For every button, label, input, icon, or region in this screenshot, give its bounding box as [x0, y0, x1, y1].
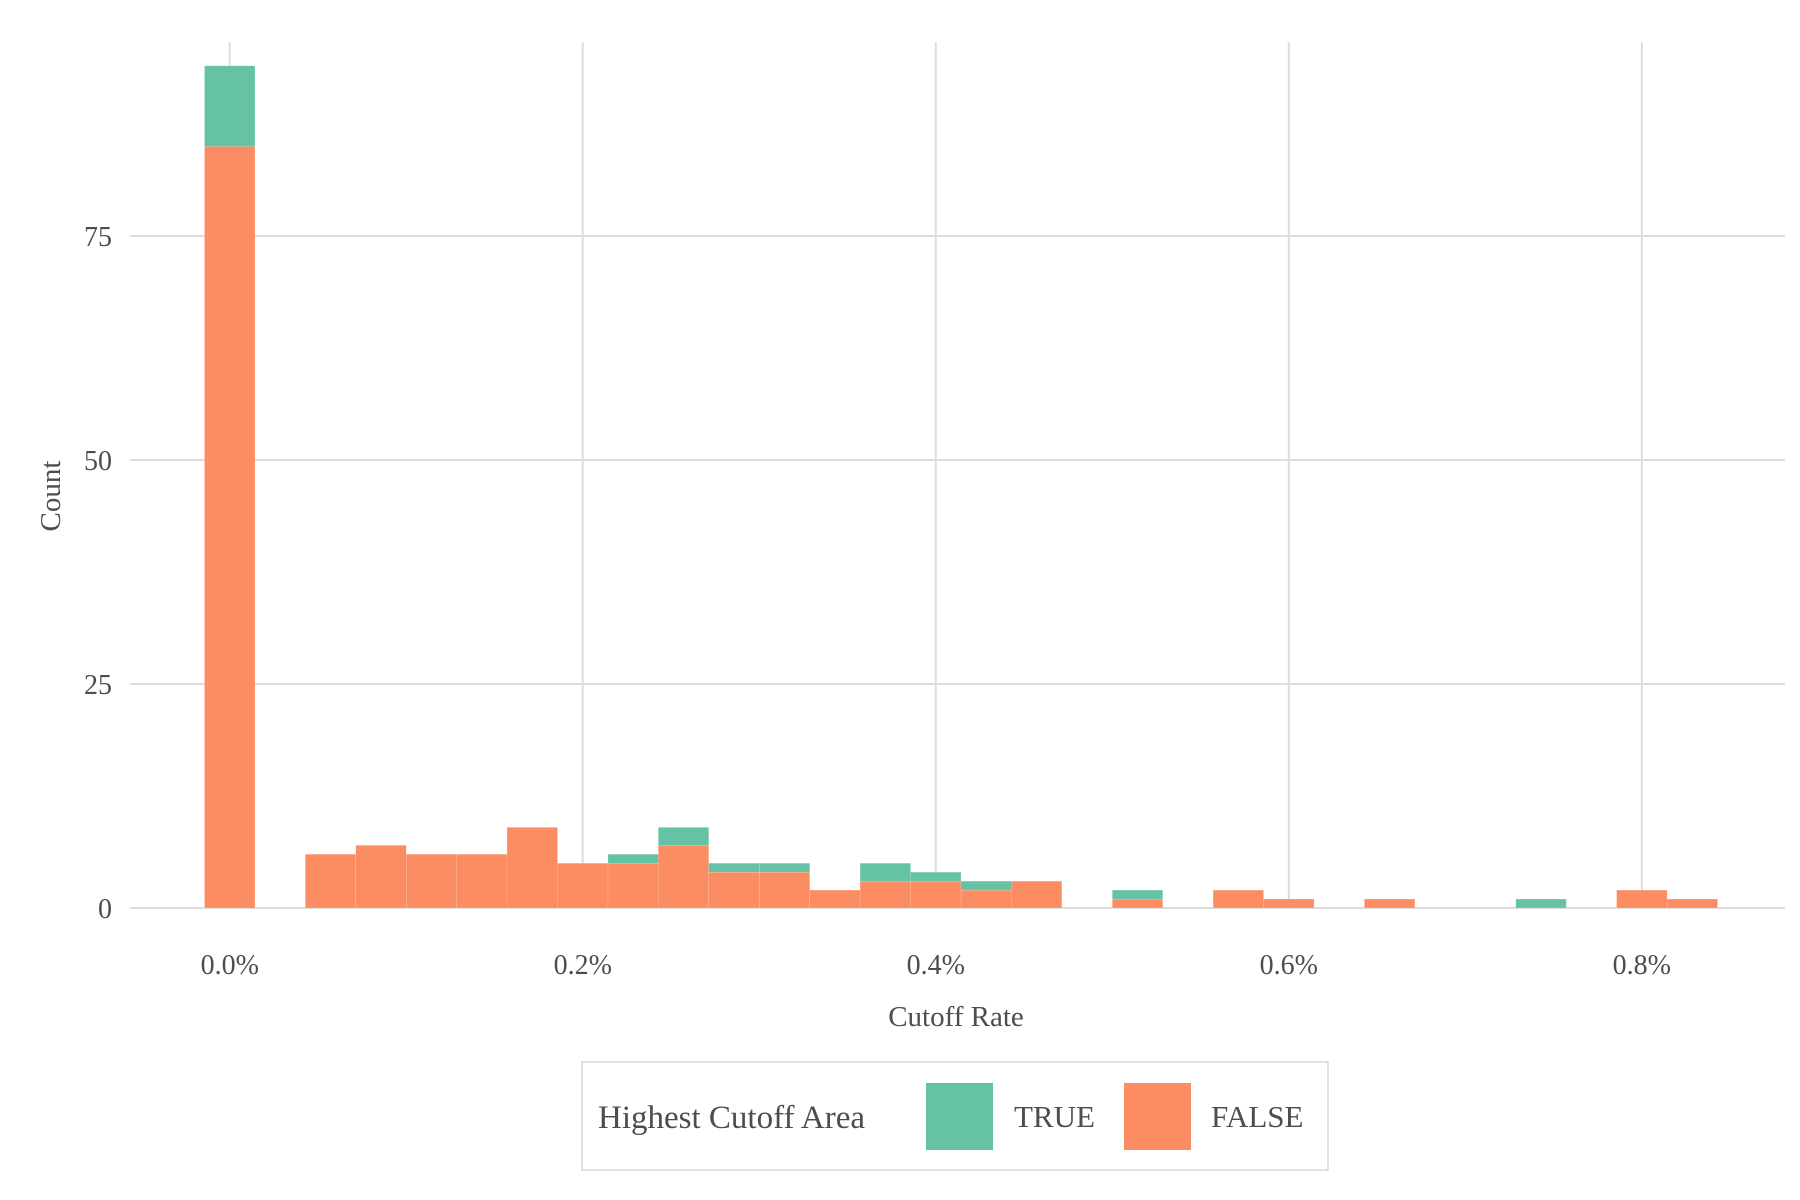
legend-label-true: TRUE: [1014, 1099, 1095, 1134]
bar-true: [759, 863, 810, 873]
bar-true: [1112, 889, 1163, 900]
bar-false: [456, 854, 508, 909]
bar-false: [406, 854, 457, 909]
x-tick-label: 0.4%: [907, 950, 965, 981]
bar-true: [859, 863, 911, 882]
y-axis-title: Count: [35, 461, 67, 532]
bar-true: [607, 854, 659, 864]
y-tick-label: 25: [84, 670, 112, 701]
bar-false: [859, 880, 911, 909]
legend-title: Highest Cutoff Area: [598, 1100, 865, 1136]
y-tick-label: 75: [84, 222, 112, 253]
bar-false: [809, 889, 861, 909]
histogram-bars: [204, 65, 1718, 909]
bar-false: [910, 880, 962, 909]
bar-false: [1364, 898, 1416, 909]
bar-false: [204, 146, 256, 909]
legend-label-false: FALSE: [1211, 1099, 1303, 1134]
bar-true: [658, 827, 709, 846]
bar-false: [1112, 898, 1163, 909]
bar-false: [557, 863, 609, 909]
bar-false: [708, 871, 760, 909]
bar-true: [910, 871, 962, 882]
x-tick-label: 0.0%: [201, 950, 259, 981]
y-tick-label: 50: [84, 446, 112, 477]
x-tick-label: 0.8%: [1613, 950, 1671, 981]
bar-false: [658, 845, 709, 909]
bar-false: [355, 845, 407, 909]
x-tick-label: 0.6%: [1260, 950, 1318, 981]
legend-swatch-false: [1124, 1083, 1191, 1150]
bar-false: [759, 871, 810, 909]
x-axis-title: Cutoff Rate: [888, 1001, 1024, 1033]
bar-true: [708, 863, 760, 873]
bar-false: [960, 889, 1012, 909]
bar-false: [1011, 880, 1063, 909]
bar-false: [1666, 898, 1718, 909]
bar-false: [1263, 898, 1315, 909]
legend: Highest Cutoff Area TRUE FALSE: [581, 1061, 1329, 1171]
bar-false: [1212, 889, 1264, 909]
x-tick-label: 0.2%: [554, 950, 612, 981]
bar-false: [607, 863, 659, 909]
bar-true: [960, 880, 1012, 891]
bar-false: [506, 827, 558, 909]
legend-swatch-true: [926, 1083, 993, 1150]
bar-true: [1515, 898, 1567, 909]
bar-true: [204, 65, 256, 147]
axis-ticks: 0.0% 0.2% 0.4% 0.6% 0.8% 0 25 50 75: [84, 222, 1671, 981]
y-tick-label: 0: [98, 894, 112, 925]
bar-false: [305, 854, 356, 909]
grid-lines: [130, 42, 1785, 909]
bar-false: [1616, 889, 1668, 909]
